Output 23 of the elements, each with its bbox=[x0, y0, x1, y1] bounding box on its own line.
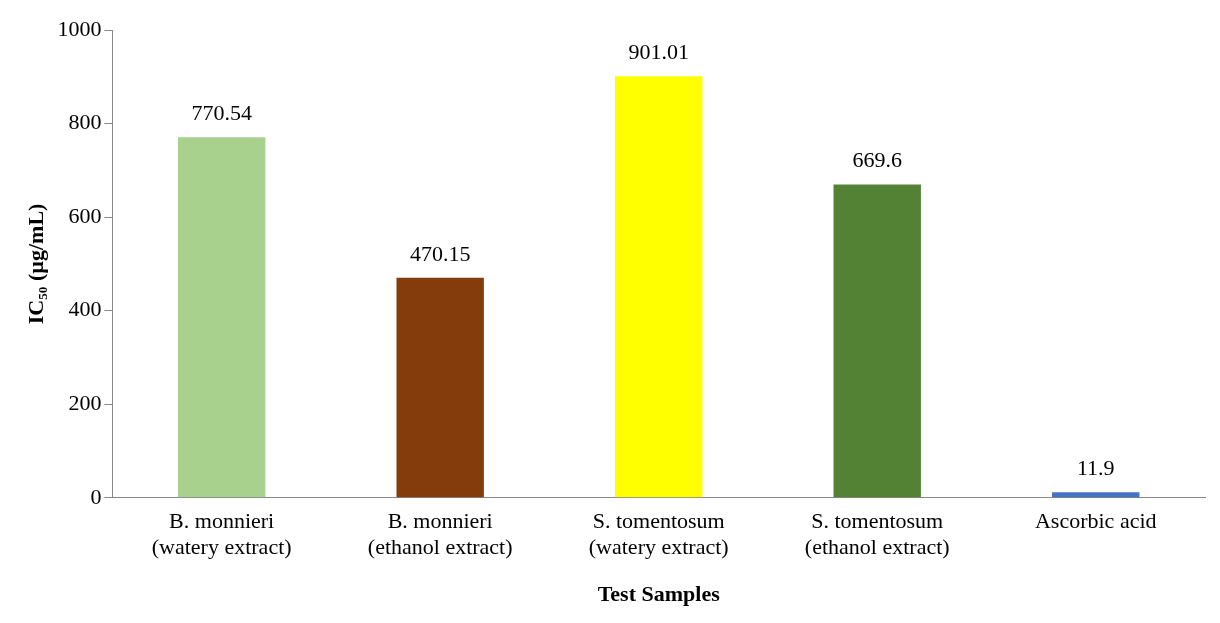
bar bbox=[833, 184, 921, 498]
x-tick-label: Ascorbic acid bbox=[1034, 507, 1157, 533]
y-tick-label: 800 bbox=[68, 109, 102, 135]
y-axis-title: IC₅₀ (µg/mL) bbox=[22, 203, 48, 325]
bar bbox=[615, 76, 703, 498]
x-tick-label: S. tomentosum (watery extract) bbox=[588, 507, 729, 560]
y-tick-label: 600 bbox=[68, 202, 102, 228]
data-label: 901.01 bbox=[628, 39, 689, 65]
bar bbox=[396, 277, 484, 498]
y-tick-label: 1000 bbox=[57, 15, 102, 41]
data-label: 11.9 bbox=[1076, 455, 1115, 481]
x-tick-label: B. monnieri (ethanol extract) bbox=[367, 507, 513, 560]
y-tick-label: 200 bbox=[68, 390, 102, 416]
data-label: 470.15 bbox=[409, 240, 471, 266]
bar bbox=[177, 137, 266, 498]
x-tick-label: B. monnieri (watery extract) bbox=[151, 507, 292, 560]
x-axis-title: Test Samples bbox=[597, 581, 721, 607]
bar bbox=[1052, 492, 1140, 498]
x-tick-label: S. tomentosum (ethanol extract) bbox=[804, 507, 950, 560]
data-label: 770.54 bbox=[191, 100, 252, 126]
data-label: 669.6 bbox=[852, 147, 902, 173]
y-tick-label: 400 bbox=[68, 296, 102, 322]
y-tick-label: 0 bbox=[90, 483, 102, 509]
